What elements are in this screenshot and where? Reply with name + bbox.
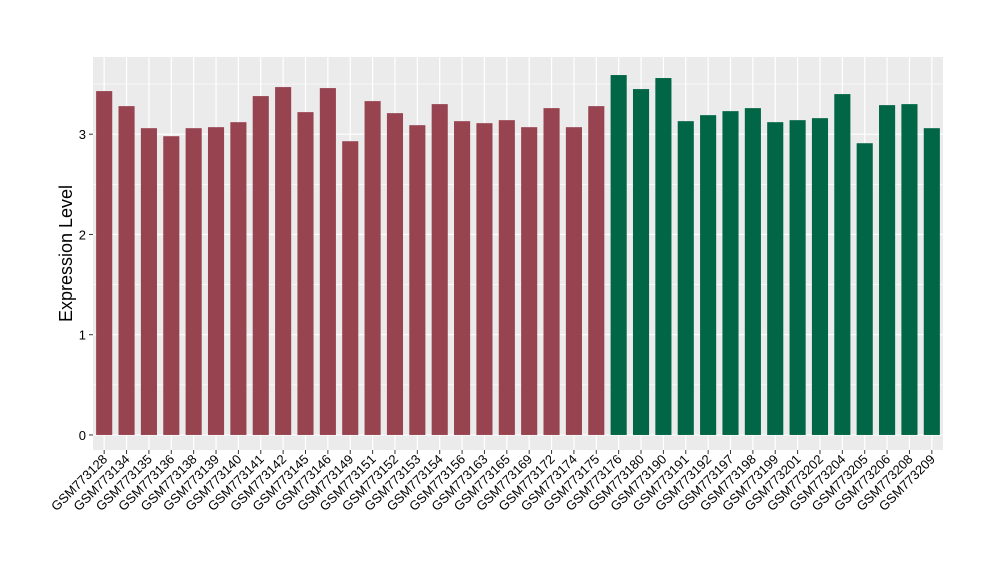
bar-GSM773180 xyxy=(632,89,650,435)
bar-GSM773191 xyxy=(677,121,694,435)
bar-GSM773142 xyxy=(275,87,292,435)
bar-GSM773165 xyxy=(498,120,515,435)
bar-GSM773141 xyxy=(252,96,269,435)
bar-GSM773209 xyxy=(923,128,940,435)
bar-GSM773169 xyxy=(521,127,538,435)
bar-GSM773163 xyxy=(476,123,493,435)
y-axis: 0 1 2 3 xyxy=(79,127,93,443)
y-tick-label: 0 xyxy=(79,428,86,443)
bar-GSM773151 xyxy=(364,101,381,435)
bar-GSM773128 xyxy=(96,91,113,435)
bar-GSM773190 xyxy=(655,78,672,435)
bar-GSM773174 xyxy=(565,127,582,435)
bar-GSM773154 xyxy=(431,104,448,435)
y-tick-label: 3 xyxy=(79,127,86,142)
bar-GSM773199 xyxy=(767,122,784,435)
bar-GSM773136 xyxy=(163,136,180,435)
bar-GSM773172 xyxy=(543,108,560,435)
bar-GSM773152 xyxy=(386,113,404,435)
bar-GSM773149 xyxy=(342,141,359,435)
bar-GSM773206 xyxy=(879,105,896,435)
bar-GSM773146 xyxy=(319,88,336,435)
y-tick-label: 2 xyxy=(79,227,86,242)
bar-GSM773156 xyxy=(454,121,471,435)
bar-GSM773205 xyxy=(856,143,873,435)
bar-GSM773202 xyxy=(811,118,829,435)
bar-GSM773153 xyxy=(409,125,426,435)
bars-group xyxy=(96,75,940,435)
bar-GSM773204 xyxy=(834,94,851,435)
bar-GSM773192 xyxy=(700,115,717,435)
bar-GSM773198 xyxy=(744,108,761,435)
y-tick-label: 1 xyxy=(79,328,86,343)
x-axis: GSM773128GSM773134GSM773135GSM773136GSM7… xyxy=(48,450,938,514)
bar-GSM773134 xyxy=(118,106,135,435)
bar-GSM773138 xyxy=(185,128,202,435)
bar-GSM773208 xyxy=(901,104,918,435)
bar-GSM773135 xyxy=(140,128,157,435)
bar-GSM773176 xyxy=(610,75,627,435)
bar-GSM773140 xyxy=(230,122,247,435)
y-axis-title: Expression Level xyxy=(56,185,76,322)
bar-GSM773145 xyxy=(297,112,314,435)
bar-GSM773201 xyxy=(789,120,806,435)
bar-GSM773175 xyxy=(588,106,605,435)
bar-GSM773197 xyxy=(722,111,739,435)
bar-GSM773139 xyxy=(207,127,225,435)
